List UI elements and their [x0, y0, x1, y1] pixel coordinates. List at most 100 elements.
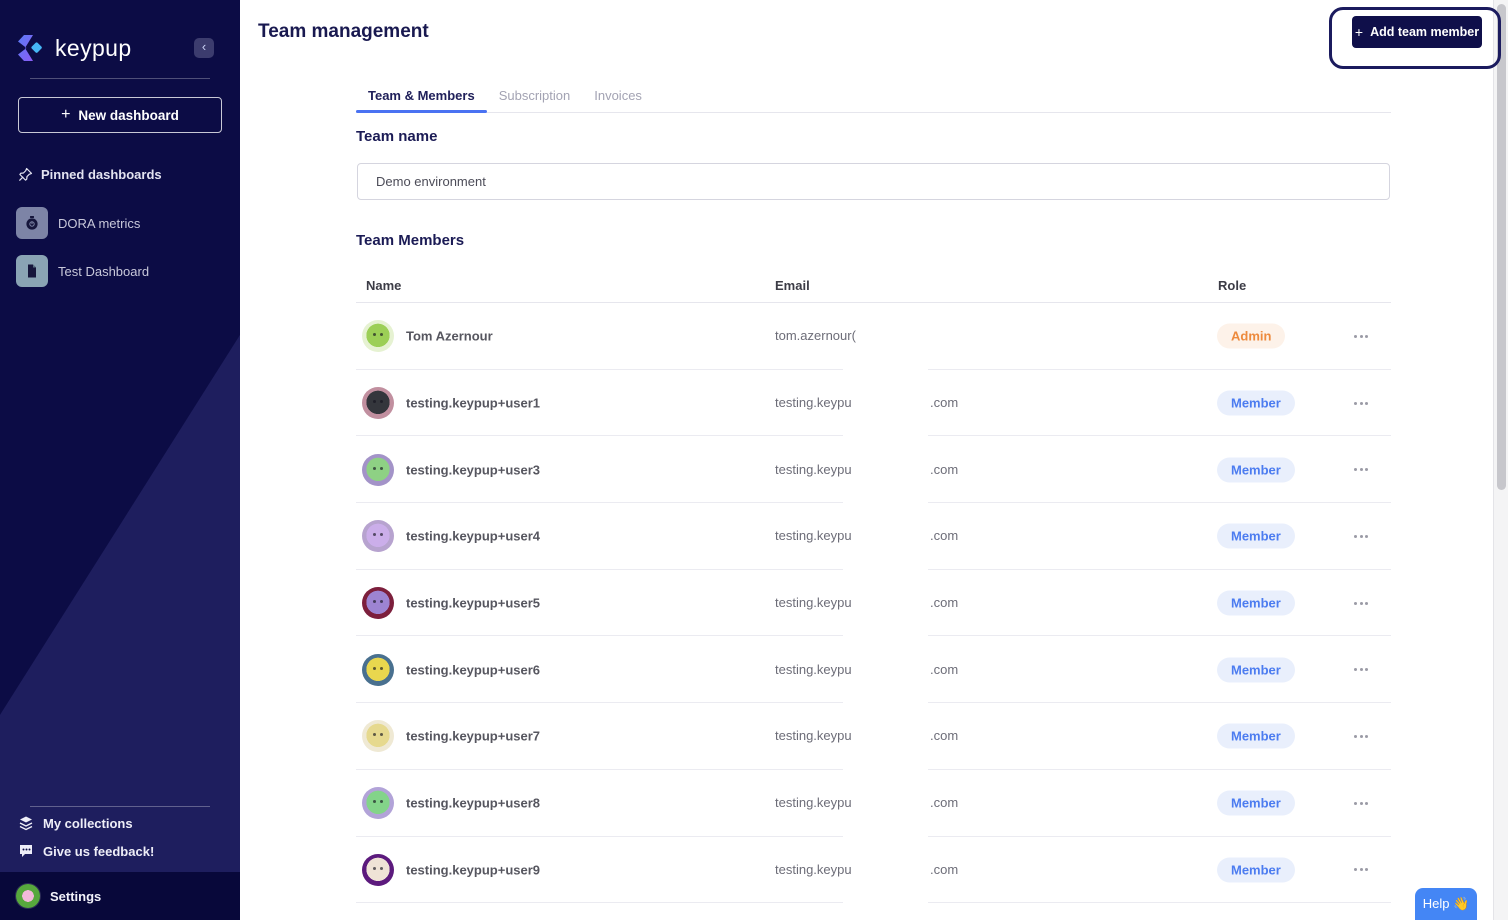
row-actions-menu-icon[interactable]	[1348, 793, 1374, 813]
scrollbar[interactable]	[1493, 0, 1508, 920]
sidebar-collapse-button[interactable]: ‹	[194, 38, 214, 58]
member-email: testing.keypu .com	[775, 861, 959, 877]
row-divider	[356, 635, 843, 637]
table-row: testing.keypup+user7 testing.keypu .com …	[356, 703, 1391, 770]
document-icon	[16, 255, 48, 287]
row-actions-menu-icon[interactable]	[1348, 326, 1374, 346]
add-team-member-label: Add team member	[1370, 25, 1480, 39]
new-dashboard-button[interactable]: + New dashboard	[18, 97, 222, 133]
row-divider	[928, 702, 1391, 704]
row-divider	[356, 568, 843, 570]
table-row: testing.keypup+user3 testing.keypu .com …	[356, 436, 1391, 504]
member-email: testing.keypu .com	[775, 728, 959, 744]
row-divider	[928, 902, 1391, 904]
my-collections-link[interactable]: My collections	[18, 815, 133, 831]
member-avatar	[362, 587, 394, 620]
row-actions-menu-icon[interactable]	[1348, 726, 1374, 746]
member-email: testing.keypu .com	[775, 661, 959, 677]
member-email: testing.keypu .com	[775, 528, 959, 544]
role-badge: Member	[1217, 457, 1295, 483]
member-avatar	[362, 520, 394, 553]
row-divider	[356, 835, 843, 837]
my-collections-label: My collections	[43, 815, 133, 831]
member-avatar	[362, 453, 394, 486]
row-actions-menu-icon[interactable]	[1348, 460, 1374, 480]
row-actions-menu-icon[interactable]	[1348, 860, 1374, 880]
member-avatar	[362, 720, 394, 753]
row-actions-menu-icon[interactable]	[1348, 593, 1374, 613]
row-divider	[928, 635, 1391, 637]
row-divider	[928, 435, 1391, 437]
role-badge: Member	[1217, 857, 1295, 883]
role-badge: Member	[1217, 723, 1295, 749]
tab-team-members[interactable]: Team & Members	[356, 79, 487, 113]
scrollbar-thumb[interactable]	[1496, 4, 1506, 490]
logo[interactable]: keypup ‹	[16, 31, 228, 65]
row-divider	[928, 502, 1391, 504]
column-header-role: Role	[1218, 278, 1247, 293]
pinned-dashboards-header: Pinned dashboards	[18, 167, 162, 182]
member-avatar	[362, 320, 394, 353]
feedback-label: Give us feedback!	[43, 843, 155, 859]
row-divider	[928, 568, 1391, 570]
table-row: testing.keypup+user1 testing.keypu .com …	[356, 370, 1391, 437]
plus-icon: +	[1354, 24, 1364, 40]
settings-button[interactable]: Settings	[0, 872, 240, 920]
member-name: testing.keypup+user5	[406, 595, 541, 611]
layers-icon	[19, 816, 33, 831]
tab-invoices[interactable]: Invoices	[594, 88, 642, 103]
sidebar-item-label: Test Dashboard	[58, 263, 150, 279]
logo-text: keypup	[55, 34, 132, 61]
member-email: testing.keypu .com	[775, 595, 959, 611]
row-actions-menu-icon[interactable]	[1348, 393, 1374, 413]
row-actions-menu-icon[interactable]	[1348, 526, 1374, 546]
member-name: testing.keypup+user3	[406, 462, 541, 478]
sidebar-item-test-dashboard[interactable]: Test Dashboard	[16, 255, 230, 287]
member-email: testing.keypu .com	[775, 395, 959, 411]
role-badge: Admin	[1217, 323, 1286, 349]
column-header-name: Name	[366, 278, 402, 293]
user-avatar	[16, 884, 40, 908]
sidebar-item-dora-metrics[interactable]: DORA metrics	[16, 207, 230, 239]
team-name-input[interactable]	[357, 163, 1390, 200]
add-team-member-button[interactable]: + Add team member	[1352, 16, 1482, 48]
member-name: testing.keypup+user6	[406, 662, 541, 678]
plus-icon: +	[61, 106, 71, 123]
team-members-heading: Team Members	[356, 232, 465, 249]
row-divider	[356, 502, 843, 504]
new-dashboard-label: New dashboard	[78, 107, 179, 123]
members-table-body: Tom Azernour tom.azernour( Admin testing…	[356, 303, 1391, 904]
column-header-email: Email	[775, 278, 810, 293]
feedback-link[interactable]: Give us feedback!	[18, 843, 154, 859]
table-row: testing.keypup+user9 testing.keypu .com …	[356, 837, 1391, 904]
role-badge: Member	[1217, 590, 1295, 616]
page-title: Team management	[258, 21, 429, 42]
role-badge: Member	[1217, 657, 1295, 683]
role-badge: Member	[1217, 523, 1295, 549]
role-badge: Member	[1217, 390, 1295, 416]
member-avatar	[362, 787, 394, 820]
tab-subscription[interactable]: Subscription	[498, 88, 571, 103]
member-name: testing.keypup+user7	[406, 728, 541, 744]
row-divider	[928, 835, 1391, 837]
member-name: testing.keypup+user4	[406, 528, 541, 544]
sidebar-divider-bottom	[30, 806, 210, 807]
table-row: Tom Azernour tom.azernour( Admin	[356, 303, 1391, 370]
member-avatar	[362, 853, 394, 886]
member-email: testing.keypu .com	[775, 461, 959, 477]
click-target-annotation	[1329, 7, 1501, 69]
team-name-heading: Team name	[356, 128, 438, 145]
table-row: testing.keypup+user6 testing.keypu .com …	[356, 636, 1391, 704]
row-divider	[356, 902, 843, 904]
role-badge: Member	[1217, 790, 1295, 816]
member-avatar	[362, 653, 394, 686]
pin-icon	[18, 167, 33, 182]
stopwatch-icon	[16, 207, 48, 239]
sidebar: keypup ‹ + New dashboard Pinned dashboar…	[0, 0, 240, 920]
tab-bar: Team & Members Subscription Invoices	[356, 79, 1391, 113]
table-row: testing.keypup+user8 testing.keypu .com …	[356, 770, 1391, 837]
member-avatar	[362, 387, 394, 420]
members-table-header: Name Email Role	[356, 270, 1391, 303]
help-button[interactable]: Help 👋	[1415, 888, 1477, 920]
row-actions-menu-icon[interactable]	[1348, 660, 1374, 680]
